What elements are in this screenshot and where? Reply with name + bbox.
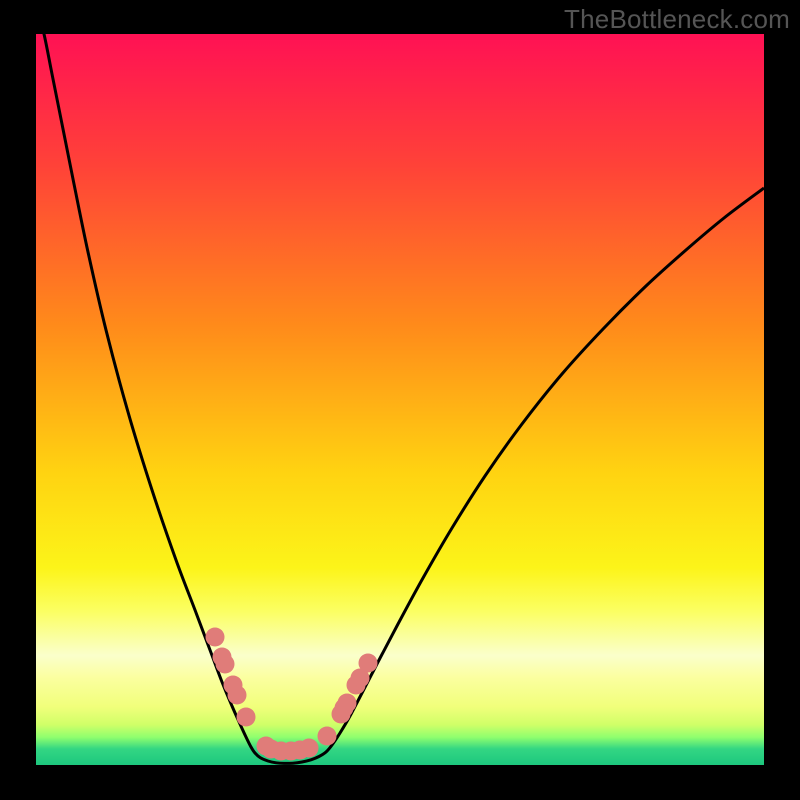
chart-svg [0,0,800,800]
data-marker [300,739,319,758]
data-marker [318,727,337,746]
plot-background-gradient [36,34,764,765]
data-marker [228,686,247,705]
data-marker [216,655,235,674]
watermark-label: TheBottleneck.com [564,4,790,35]
chart-root: TheBottleneck.com [0,0,800,800]
data-marker [359,654,378,673]
data-marker [237,708,256,727]
data-marker [338,694,357,713]
data-marker [206,628,225,647]
